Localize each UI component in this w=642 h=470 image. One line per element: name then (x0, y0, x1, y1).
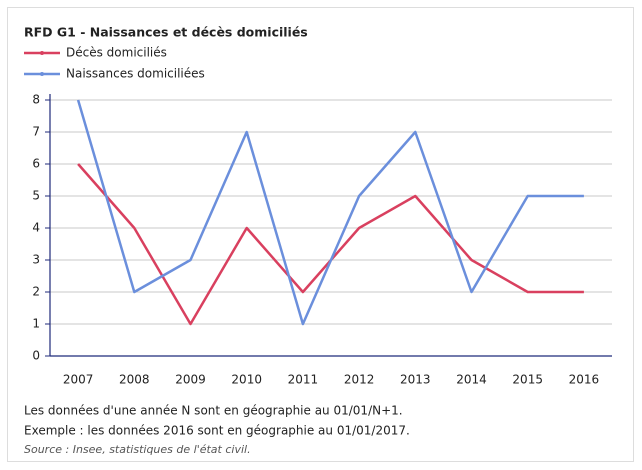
legend-label: Naissances domiciliées (66, 67, 205, 81)
y-tick-label: 5 (32, 189, 40, 203)
x-tick-label: 2008 (119, 373, 150, 387)
y-tick-label: 2 (32, 285, 40, 299)
x-tick-label: 2012 (344, 373, 375, 387)
x-tick-label: 2007 (63, 373, 94, 387)
x-tick-label: 2010 (231, 373, 262, 387)
x-tick-label: 2014 (456, 373, 487, 387)
legend-dot (40, 51, 44, 55)
x-tick-label: 2015 (512, 373, 543, 387)
legend-dot (40, 72, 44, 76)
y-tick-label: 1 (32, 317, 40, 331)
y-tick-label: 8 (32, 93, 40, 107)
y-tick-label: 6 (32, 157, 40, 171)
card (7, 7, 634, 462)
x-tick-label: 2013 (400, 373, 431, 387)
y-tick-label: 0 (32, 349, 40, 363)
source: Source : Insee, statistiques de l'état c… (24, 443, 251, 456)
note: Les données d'une année N sont en géogra… (24, 404, 403, 418)
legend-label: Décès domiciliés (66, 46, 167, 60)
y-tick-label: 3 (32, 253, 40, 267)
note: Exemple : les données 2016 sont en géogr… (24, 424, 410, 438)
x-tick-label: 2011 (288, 373, 319, 387)
x-tick-label: 2009 (175, 373, 206, 387)
series-line (76, 99, 584, 326)
y-tick-label: 7 (32, 125, 40, 139)
chart-title: RFD G1 - Naissances et décès domiciliés (24, 25, 308, 40)
y-tick-label: 4 (32, 221, 40, 235)
x-tick-label: 2016 (569, 373, 600, 387)
